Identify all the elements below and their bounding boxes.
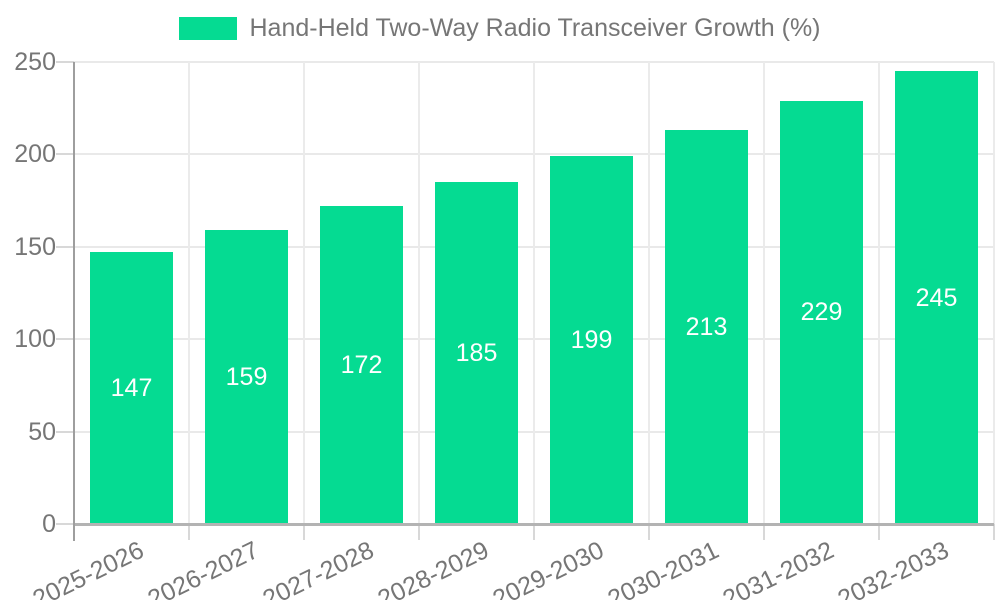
y-axis-tick — [56, 245, 74, 248]
y-tick-label: 250 — [14, 48, 56, 76]
y-axis-tick — [56, 153, 74, 156]
bar[interactable] — [550, 156, 633, 524]
legend-item[interactable]: Hand-Held Two-Way Radio Transceiver Grow… — [179, 14, 821, 43]
bar[interactable] — [895, 71, 978, 524]
bar[interactable] — [435, 182, 518, 524]
x-axis-line — [74, 523, 994, 526]
y-tick-label: 50 — [28, 417, 56, 446]
legend-swatch — [179, 17, 238, 40]
x-axis-tick — [763, 524, 765, 540]
x-axis-tick — [188, 524, 190, 540]
gridline-vertical — [878, 62, 880, 524]
y-axis-tick — [56, 61, 74, 63]
bar-value-label: 185 — [455, 339, 498, 368]
gridline-vertical — [993, 62, 995, 524]
gridline-vertical — [303, 62, 305, 524]
y-axis-tick — [56, 430, 74, 433]
gridline-vertical — [763, 62, 765, 524]
legend-label: Hand-Held Two-Way Radio Transceiver Grow… — [249, 14, 821, 42]
y-tick-label: 200 — [14, 140, 56, 169]
legend: Hand-Held Two-Way Radio Transceiver Grow… — [0, 14, 1000, 43]
y-tick-label: 150 — [14, 232, 56, 261]
bar-value-label: 147 — [110, 374, 153, 403]
bar[interactable] — [665, 130, 748, 524]
x-axis-tick — [418, 524, 420, 540]
bar-value-label: 245 — [915, 283, 958, 312]
x-axis-tick — [533, 524, 535, 540]
x-axis-tick — [648, 524, 650, 540]
gridline-vertical — [533, 62, 535, 524]
x-axis-tick — [878, 524, 880, 540]
gridline-vertical — [418, 62, 420, 524]
bar[interactable] — [320, 206, 403, 524]
y-axis-tick — [56, 523, 74, 525]
y-tick-label: 0 — [42, 510, 56, 538]
bar[interactable] — [90, 252, 173, 524]
bar-value-label: 159 — [225, 363, 268, 392]
bar-value-label: 229 — [800, 298, 843, 327]
gridline-vertical — [648, 62, 650, 524]
x-axis-tick — [303, 524, 305, 540]
y-axis-line — [73, 62, 75, 541]
x-tick-label: 2025-2026 — [28, 536, 148, 600]
bar[interactable] — [205, 230, 288, 524]
bar-value-label: 213 — [685, 313, 728, 342]
y-tick-label: 100 — [14, 325, 56, 354]
y-axis-tick — [56, 338, 74, 341]
bar-value-label: 172 — [340, 351, 383, 380]
gridline-vertical — [188, 62, 190, 524]
bar-value-label: 199 — [570, 326, 613, 355]
x-axis-tick — [993, 524, 995, 540]
bar[interactable] — [780, 100, 863, 524]
